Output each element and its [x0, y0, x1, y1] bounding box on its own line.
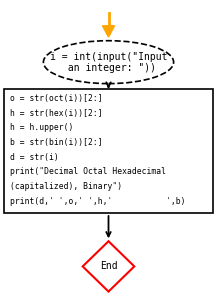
Text: (capitalized), Binary"): (capitalized), Binary") — [10, 182, 122, 191]
Text: print("Decimal Octal Hexadecimal: print("Decimal Octal Hexadecimal — [10, 167, 166, 176]
Text: h = h.upper(): h = h.upper() — [10, 123, 73, 132]
Text: print(d,' ',o,' ',h,'           ',b): print(d,' ',o,' ',h,' ',b) — [10, 197, 185, 205]
Text: End: End — [100, 261, 117, 271]
Text: i = int(input("Input: i = int(input("Input — [50, 52, 167, 62]
Text: d = str(i): d = str(i) — [10, 153, 59, 162]
Text: an integer: ")): an integer: ")) — [61, 63, 156, 73]
Text: o = str(oct(i))[2:]: o = str(oct(i))[2:] — [10, 94, 102, 103]
Bar — [4, 89, 213, 213]
Polygon shape — [102, 26, 115, 37]
Text: b = str(bin(i))[2:]: b = str(bin(i))[2:] — [10, 138, 102, 147]
Text: h = str(hex(i))[2:]: h = str(hex(i))[2:] — [10, 109, 102, 118]
